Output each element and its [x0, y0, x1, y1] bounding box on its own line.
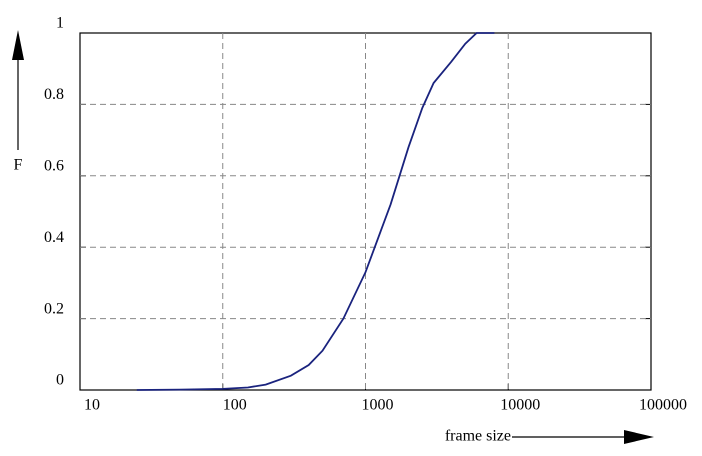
y-axis-label: F [14, 157, 23, 174]
x-axis-label: frame size [445, 428, 511, 445]
cdf-line [136, 32, 495, 391]
x-tick-label: 1000 [362, 397, 394, 414]
x-tick-label: 100 [223, 397, 247, 414]
y-tick-label: 0 [56, 372, 64, 389]
x-tick-label: 100000 [639, 397, 687, 414]
y-arrowhead [12, 30, 24, 60]
y-tick-label: 0.4 [44, 229, 64, 246]
x-arrowhead [624, 430, 654, 444]
x-tick-label: 10000 [500, 397, 540, 414]
y-tick-label: 1 [56, 15, 64, 32]
y-tick-label: 0.2 [44, 300, 64, 317]
y-tick-label: 0.6 [44, 157, 64, 174]
y-tick-label: 0.8 [44, 86, 64, 103]
x-tick-label: 10 [84, 397, 100, 414]
